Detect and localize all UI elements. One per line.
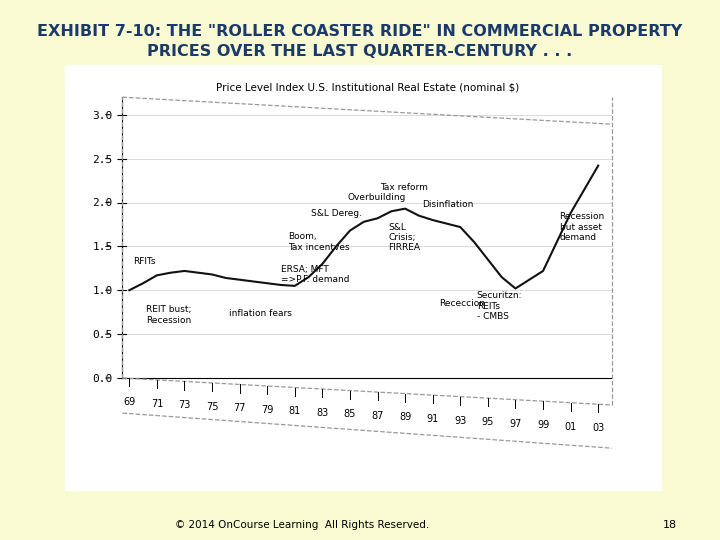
Text: EXHIBIT 7-10: THE "ROLLER COASTER RIDE" IN COMMERCIAL PROPERTY: EXHIBIT 7-10: THE "ROLLER COASTER RIDE" … xyxy=(37,24,683,39)
Text: S&L
Crisis;
FIRREA: S&L Crisis; FIRREA xyxy=(389,222,420,253)
Text: 89: 89 xyxy=(399,413,411,422)
Text: 18: 18 xyxy=(662,520,677,530)
Text: Receccion: Receccion xyxy=(440,299,485,308)
Text: 91: 91 xyxy=(426,414,438,424)
Text: 69: 69 xyxy=(123,397,135,407)
Text: 83: 83 xyxy=(316,408,328,418)
Text: Disinflation: Disinflation xyxy=(422,200,473,209)
Text: Overbuilding: Overbuilding xyxy=(347,193,405,202)
Text: Tax reform: Tax reform xyxy=(380,183,428,192)
Text: Recession
but asset
demand: Recession but asset demand xyxy=(559,212,605,242)
Text: 01: 01 xyxy=(564,422,577,431)
Text: 03: 03 xyxy=(592,423,604,433)
Text: ERSA; MFT
=>P.F. demand: ERSA; MFT =>P.F. demand xyxy=(281,265,349,284)
Text: 81: 81 xyxy=(289,407,301,416)
Text: RFITs: RFITs xyxy=(133,257,156,266)
Text: 79: 79 xyxy=(261,405,274,415)
Text: 75: 75 xyxy=(206,402,218,412)
Text: Securitzn:
REITs
- CMBS: Securitzn: REITs - CMBS xyxy=(477,291,522,321)
Text: 77: 77 xyxy=(233,403,246,413)
Text: 99: 99 xyxy=(537,420,549,430)
Text: © 2014 OnCourse Learning  All Rights Reserved.: © 2014 OnCourse Learning All Rights Rese… xyxy=(175,520,430,530)
Text: 73: 73 xyxy=(179,400,191,410)
Text: Boom,
Tax incentves: Boom, Tax incentves xyxy=(288,232,349,252)
Text: S&L Dereg.: S&L Dereg. xyxy=(311,208,362,218)
Text: 71: 71 xyxy=(150,399,163,409)
Text: 87: 87 xyxy=(372,411,384,421)
Text: PRICES OVER THE LAST QUARTER-CENTURY . . .: PRICES OVER THE LAST QUARTER-CENTURY . .… xyxy=(148,44,572,59)
Text: 97: 97 xyxy=(509,418,522,429)
Text: 93: 93 xyxy=(454,416,467,426)
Text: 95: 95 xyxy=(482,417,494,427)
Text: REIT bust;
Recession: REIT bust; Recession xyxy=(146,305,192,325)
Text: inflation fears: inflation fears xyxy=(228,308,292,318)
Text: 85: 85 xyxy=(343,409,356,420)
Title: Price Level Index U.S. Institutional Real Estate (nominal $): Price Level Index U.S. Institutional Rea… xyxy=(215,82,519,92)
